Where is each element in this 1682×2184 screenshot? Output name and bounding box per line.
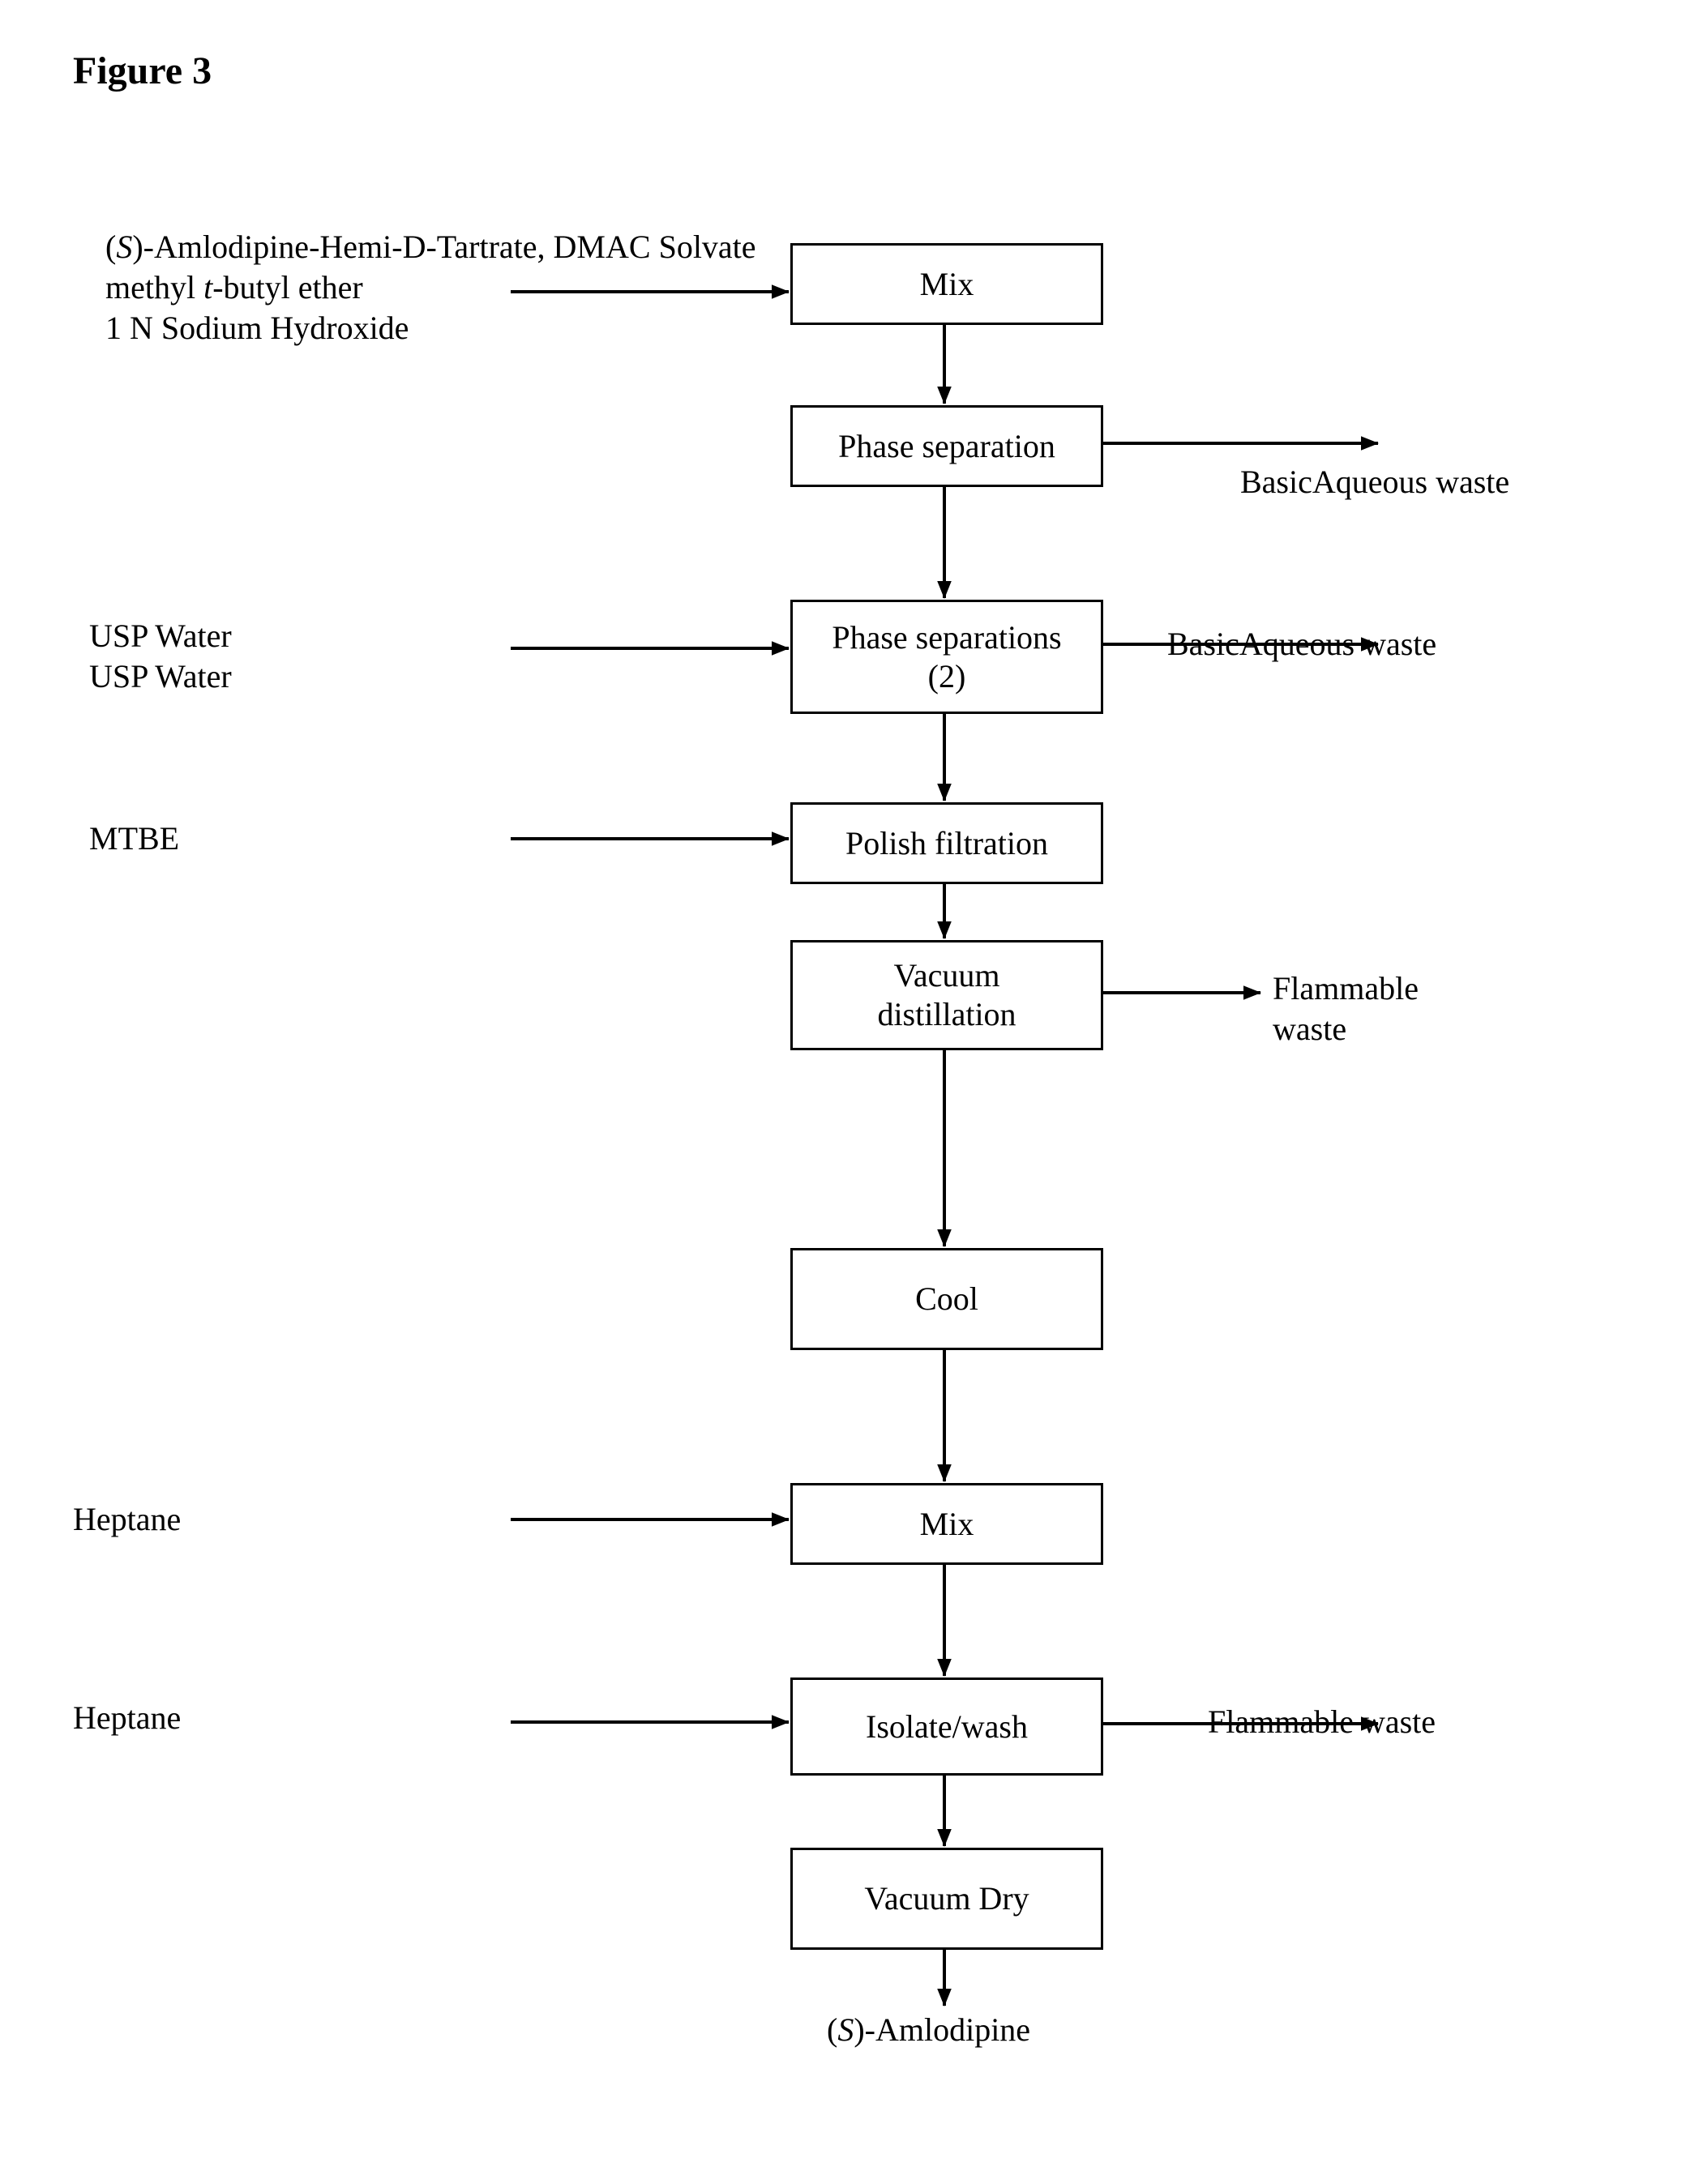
page: Figure 3 Mix Phase separation Phase separa… — [0, 0, 1682, 2184]
output-label-out_isolate: Flammable waste — [1208, 1702, 1436, 1742]
figure-title: Figure 3 — [73, 49, 212, 93]
node-polish: Polish filtration — [790, 802, 1103, 884]
node-phase1: Phase separation — [790, 405, 1103, 487]
output-label-out_phase2: BasicAqueous waste — [1167, 624, 1436, 665]
node-vacdry: Vacuum Dry — [790, 1848, 1103, 1950]
input-label-in_mix2: Heptane — [73, 1499, 181, 1540]
node-isolate: Isolate/wash — [790, 1678, 1103, 1776]
node-vacdist: Vacuum distillation — [790, 940, 1103, 1050]
output-label-out_vacdist: Flammable waste — [1273, 968, 1419, 1049]
node-cool: Cool — [790, 1248, 1103, 1350]
input-label-in_isolate: Heptane — [73, 1698, 181, 1738]
input-label-in_phase2: USP Water USP Water — [89, 616, 232, 697]
input-label-in_mix1: (S)-Amlodipine-Hemi-D-Tartrate, DMAC Sol… — [105, 227, 756, 348]
node-mix1: Mix — [790, 243, 1103, 325]
node-phase2: Phase separations (2) — [790, 600, 1103, 714]
final-output-label: (S)-Amlodipine — [827, 2010, 1030, 2050]
input-label-in_polish: MTBE — [89, 818, 179, 859]
output-label-out_phase1: BasicAqueous waste — [1240, 462, 1509, 502]
node-mix2: Mix — [790, 1483, 1103, 1565]
